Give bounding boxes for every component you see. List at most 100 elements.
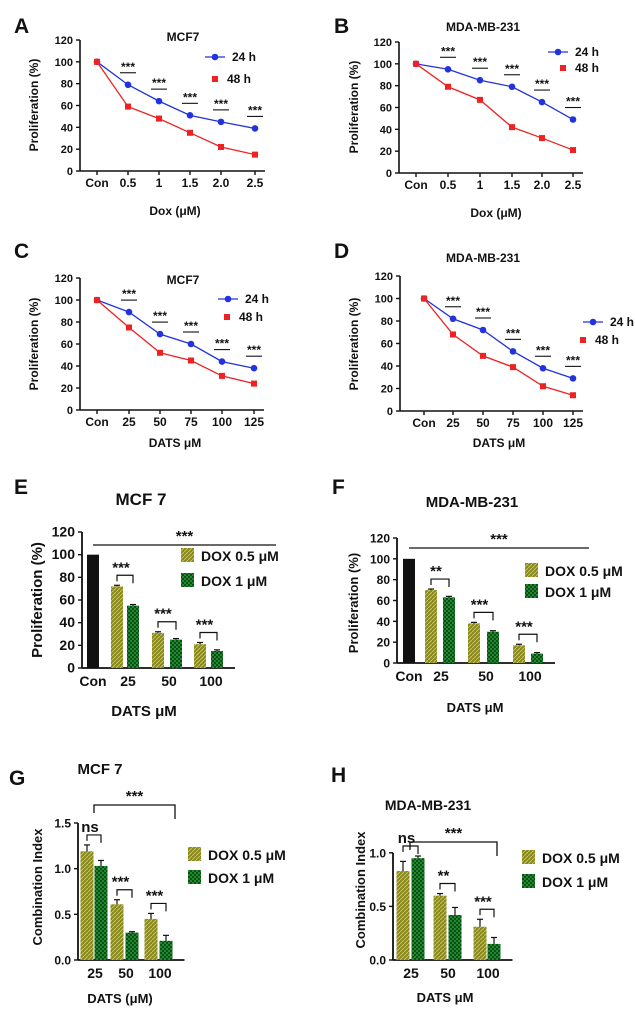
y-tick-label: 40	[381, 361, 393, 373]
legend-swatch	[181, 548, 194, 562]
x-tick-label: 2.5	[247, 176, 264, 190]
y-tick-label: 80	[381, 316, 393, 328]
chart-panel-A: A MCF7 0 20 40 60 80 100 120 Con 0.5 1 1.5 2.0 2.5 Dox …	[14, 15, 265, 218]
significance-mark: ***	[122, 287, 136, 301]
x-tick-label: 1	[477, 178, 484, 192]
x-axis-label: DATS μM	[447, 700, 504, 715]
y-tick-label: 80	[380, 81, 392, 93]
data-point	[156, 115, 162, 122]
y-tick-label: 0	[67, 166, 73, 178]
data-point	[570, 147, 576, 154]
legend-marker	[212, 76, 218, 82]
panel-label: F	[332, 476, 345, 499]
significance-mark: ***	[154, 606, 172, 623]
legend-label: 48 h	[595, 333, 619, 347]
significance-mark: ***	[515, 618, 533, 635]
panel-label: C	[14, 240, 29, 263]
legend-label: 48 h	[227, 72, 251, 86]
y-tick-label: 60	[381, 339, 393, 351]
legend-marker	[589, 318, 597, 326]
y-axis-label: Proliferation (%)	[27, 298, 41, 391]
x-tick-label: 2.0	[534, 178, 551, 192]
y-tick-label: 60	[59, 592, 75, 608]
y-tick-label: 20	[380, 146, 392, 158]
y-tick-label: 100	[375, 294, 393, 306]
y-axis-label: Combination Index	[353, 831, 368, 949]
significance-mark: ***	[535, 77, 549, 91]
legend-label: DOX 0.5 μM	[201, 548, 279, 564]
panel-label: D	[334, 240, 349, 263]
bar-dox-high	[125, 932, 139, 960]
legend-label: 48 h	[575, 61, 599, 75]
legend-label: 24 h	[232, 50, 256, 64]
y-tick-label: 20	[381, 384, 393, 396]
x-tick-label: 75	[184, 415, 198, 429]
significance-mark: ***	[446, 294, 460, 308]
data-point	[187, 340, 195, 348]
significance-mark: ***	[471, 596, 489, 613]
bar-dox-high	[487, 943, 501, 960]
data-point	[94, 297, 100, 303]
data-point	[480, 352, 486, 359]
significance-mark: ***	[506, 326, 520, 340]
data-point	[413, 60, 419, 67]
legend-marker	[211, 53, 219, 61]
x-tick-label: 25	[87, 965, 103, 981]
bar-dox-low	[513, 645, 525, 663]
x-axis-label: DATS μM	[149, 436, 201, 450]
legend-swatch	[188, 847, 201, 861]
x-tick-label: 100	[518, 668, 542, 684]
y-tick-label: 20	[61, 383, 73, 395]
bar-dox-high	[159, 940, 173, 960]
legend-swatch	[181, 573, 194, 587]
legend-marker	[224, 295, 232, 303]
y-tick-label: 1.0	[369, 846, 386, 860]
bar-dox-low	[111, 586, 123, 668]
x-tick-label: 125	[244, 415, 264, 429]
x-tick-label: Con	[85, 415, 108, 429]
chart-panel-B: B MDA-MB-231 0 20 40 60 80 100 120 Con 0.5 1 1.5 2.0 2…	[334, 15, 599, 220]
data-point	[186, 112, 194, 119]
y-tick-label: 80	[61, 317, 73, 329]
y-tick-label: 0.0	[369, 954, 386, 968]
bar-dox-high	[487, 631, 499, 663]
x-tick-label: 100	[533, 416, 553, 430]
significance-mark: ***	[247, 343, 261, 357]
chart-panel-F: F MDA-MB-231 0 20 40 60 80 100 120 DATS μM Prolife…	[332, 476, 623, 715]
panel-label: G	[9, 767, 25, 790]
y-tick-label: 120	[375, 271, 393, 283]
y-tick-label: 60	[61, 101, 73, 113]
chart-panel-H: H MDA-MB-231 0.0 0.5 1.0 DATS μM Combination I…	[331, 764, 620, 1005]
significance-bracket	[430, 578, 450, 588]
series-line-a	[415, 63, 574, 121]
x-axis-label: DATS μM	[473, 436, 525, 450]
data-point	[251, 380, 257, 387]
significance-mark: ***	[196, 617, 214, 634]
bar-dox-low	[396, 871, 410, 960]
chart-title: MDA-MB-231	[446, 251, 520, 265]
chart-panel-G: G MCF 7 0.0 0.5 1.0 1.5 DATS (μM) Combination I…	[9, 761, 286, 1006]
x-axis-label: DATS (μM)	[87, 991, 152, 1006]
significance-bracket	[479, 908, 495, 918]
data-point	[218, 358, 226, 365]
bar-control	[87, 554, 99, 668]
y-tick-label: 100	[370, 552, 390, 566]
data-point	[509, 124, 515, 131]
y-tick-label: 120	[374, 37, 392, 49]
x-axis-label: DATS μM	[417, 990, 474, 1005]
legend-swatch	[525, 584, 538, 598]
y-tick-label: 80	[377, 573, 391, 587]
overall-significance: ***	[176, 528, 194, 545]
significance-mark: ns	[81, 819, 99, 836]
y-tick-label: 120	[55, 35, 73, 47]
data-point	[445, 83, 451, 90]
y-tick-label: 0	[383, 657, 390, 671]
data-point	[539, 364, 547, 372]
chart-title: MCF 7	[116, 490, 167, 509]
bar-control	[403, 558, 415, 663]
significance-mark: ***	[441, 44, 455, 58]
y-tick-label: 40	[380, 124, 392, 136]
x-axis-label: DATS μM	[111, 703, 177, 720]
data-point	[539, 135, 545, 142]
x-tick-label: 25	[446, 416, 460, 430]
